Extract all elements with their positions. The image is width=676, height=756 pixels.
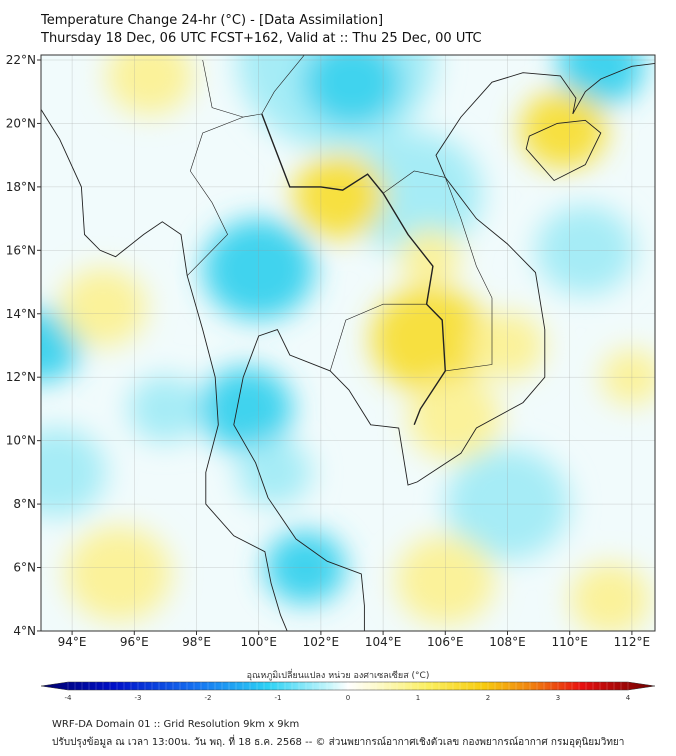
- field-region: [237, 438, 312, 506]
- lon-tick-label: 96°E: [120, 635, 149, 649]
- coastline-east: [233, 62, 655, 631]
- border-myanmar: [186, 116, 244, 276]
- chart-title: Temperature Change 24-hr (°C) - [Data As…: [41, 13, 384, 28]
- lat-tick-label: 18°N: [6, 180, 36, 194]
- field-region: [302, 55, 402, 127]
- field-region: [59, 268, 147, 347]
- field-region: [569, 562, 651, 631]
- colorbar-tick-label: -4: [65, 694, 73, 702]
- lon-tick-label: 98°E: [182, 635, 211, 649]
- colorbar-tick-label: 3: [556, 694, 560, 702]
- lat-tick-label: 4°N: [13, 624, 36, 638]
- footer-line-1: WRF-DA Domain 01 :: Grid Resolution 9km …: [52, 719, 300, 730]
- field-region: [557, 55, 645, 106]
- lon-tick-label: 94°E: [58, 635, 87, 649]
- colorbar-bar: [40, 681, 656, 691]
- border-vietnam: [445, 177, 493, 372]
- colorbar-tick-label: 1: [416, 694, 420, 702]
- coastline-west: [41, 108, 288, 631]
- lat-tick-label: 16°N: [6, 243, 36, 257]
- field-region: [398, 228, 461, 285]
- lon-tick-label: 112°E: [614, 635, 651, 649]
- lon-tick-label: 108°E: [489, 635, 526, 649]
- lat-tick-label: 8°N: [13, 497, 36, 511]
- colorbar-tick-label: -2: [205, 694, 212, 702]
- hainan-coastline: [525, 119, 602, 182]
- field-region: [346, 131, 483, 255]
- field-region: [293, 154, 387, 239]
- field-region: [520, 90, 607, 169]
- lat-tick-label: 22°N: [6, 53, 36, 67]
- border-north: [202, 55, 305, 118]
- footer-line-2: ปรับปรุงข้อมูล ณ เวลา 13:00น. วัน พฤ. ที…: [52, 737, 625, 748]
- chart-subtitle: Thursday 18 Dec, 06 UTC FCST+162, Valid …: [41, 31, 482, 46]
- lon-tick-label: 104°E: [365, 635, 402, 649]
- lon-tick-label: 110°E: [551, 635, 588, 649]
- field-region: [41, 427, 107, 518]
- map-frame: [40, 54, 656, 632]
- lat-tick-label: 14°N: [6, 307, 36, 321]
- border-laos-vietnam: [382, 170, 446, 194]
- lat-tick-label: 12°N: [6, 370, 36, 384]
- field-region: [408, 376, 502, 461]
- colorbar-tick-label: 0: [346, 694, 350, 702]
- lon-tick-label: 102°E: [303, 635, 340, 649]
- field-region: [128, 375, 203, 443]
- colorbar-tick-label: 2: [486, 694, 490, 702]
- colorbar-tick-label: 4: [626, 694, 631, 702]
- lon-tick-label: 100°E: [240, 635, 277, 649]
- lat-tick-label: 20°N: [6, 116, 36, 130]
- colorbar: -4 -3 -2 -1 0 1 2 3 4: [40, 681, 656, 702]
- colorbar-tick-label: -1: [275, 694, 282, 702]
- border-cambodia: [329, 303, 427, 371]
- lat-tick-label: 6°N: [13, 561, 36, 575]
- lon-tick-label: 106°E: [427, 635, 464, 649]
- field-region: [370, 285, 489, 393]
- colorbar-tick-label: -3: [135, 694, 142, 702]
- field-region: [106, 55, 194, 116]
- colorbar-label: อุณหภูมิเปลี่ยนแปลง หน่วย องศาเซลเซียส (…: [246, 671, 430, 681]
- lat-tick-label: 10°N: [6, 434, 36, 448]
- field-region: [199, 366, 293, 451]
- field-region: [66, 526, 172, 622]
